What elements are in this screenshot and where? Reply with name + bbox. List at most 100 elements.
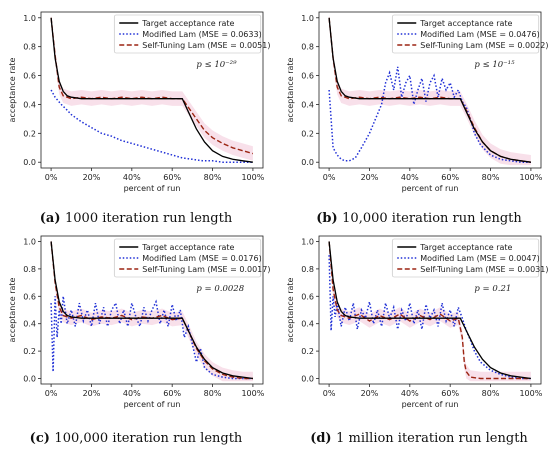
legend-modified-lam-label: Modified Lam (MSE = 0.0476) [420,30,539,39]
panel-caption-text: 1 million iteration run length [336,431,528,446]
y-tick-label: 0.2 [23,347,36,356]
y-tick-label: 0.0 [301,375,314,384]
legend-target-label: Target acceptance rate [141,243,234,252]
chart-panel-2: 0.0 0.2 0.4 0.6 0.8 1.0 0% 20% 40% 60% 80% 100% perc… [286,11,548,226]
y-tick-label: 0.0 [23,375,36,384]
y-tick-label: 0.0 [23,158,36,167]
chart-panel-3: 0.0 0.2 0.4 0.6 0.8 1.0 0% 20% 40% 60% 80% 100% perc… [8,235,270,446]
x-tick-label: 60% [163,173,181,182]
p-value-annotation: p = 0.0028 [196,284,244,294]
p-value-annotation: p = 0.21 [474,284,511,294]
series-selftuning-lam-line [328,241,531,380]
x-tick-label: 100% [519,389,542,398]
x-tick-label: 20% [361,389,379,398]
y-tick-label: 0.8 [23,43,36,52]
y-tick-label: 0.8 [301,43,314,52]
y-tick-label: 0.2 [301,129,314,138]
x-tick-label: 20% [83,173,101,182]
legend-modified-lam-label: Modified Lam (MSE = 0.0633) [142,30,261,39]
x-tick-label: 20% [361,173,379,182]
x-tick-label: 0% [323,389,336,398]
x-tick-label: 0% [323,173,336,182]
legend-selftuning-lam-label: Self-Tuning Lam (MSE = 0.0031) [420,265,548,274]
panel-caption-text: 100,000 iteration run length [54,431,243,446]
series-modified-lam-line [50,296,253,380]
panel-caption-label: (c) [30,431,55,446]
y-tick-label: 0.2 [23,129,36,138]
series-selftuning-lam-line [50,241,253,380]
y-tick-label: 1.0 [301,237,314,246]
x-tick-label: 100% [241,389,264,398]
y-tick-label: 0.6 [301,292,314,301]
x-axis-label: percent of run [124,184,181,193]
legend: Target acceptance rate Modified Lam (MSE … [391,14,548,54]
p-value-annotation: p ≤ 10⁻²⁹ [196,60,237,70]
x-tick-label: 80% [482,173,500,182]
y-tick-label: 0.4 [301,100,314,109]
x-tick-label: 80% [204,389,222,398]
legend-box [113,14,262,54]
legend-target-label: Target acceptance rate [141,19,234,28]
series-target-line [328,241,531,380]
legend-box [113,238,262,278]
legend: Target acceptance rate Modified Lam (MSE … [113,14,270,54]
panel-caption: (c) 100,000 iteration run length [30,431,243,446]
legend-modified-lam-label: Modified Lam (MSE = 0.0047) [420,254,539,263]
x-axis-label: percent of run [402,184,459,193]
selftuning-band [51,14,253,161]
y-tick-label: 1.0 [301,14,314,23]
x-tick-label: 40% [123,173,141,182]
plot-area [50,14,254,163]
x-tick-label: 40% [123,389,141,398]
series-modified-lam-line [50,89,253,163]
series-selftuning-lam-line [328,17,531,163]
plot-area [328,14,531,166]
y-tick-label: 0.4 [23,100,36,109]
chart-panel-1: 0.0 0.2 0.4 0.6 0.8 1.0 0% 20% 40% 60% 80% 100% perc… [8,11,270,226]
y-tick-label: 0.4 [301,320,314,329]
panel-caption-label: (a) [40,211,65,226]
series-target-line [50,241,253,380]
x-tick-label: 0% [45,173,58,182]
panel-caption-label: (d) [310,431,336,446]
legend-target-label: Target acceptance rate [419,243,512,252]
panel-caption-text: 1000 iteration run length [65,211,233,226]
legend-selftuning-lam-label: Self-Tuning Lam (MSE = 0.0022) [420,41,548,50]
x-tick-label: 100% [519,173,542,182]
legend-box [391,14,540,54]
y-tick-label: 1.0 [23,14,36,23]
p-value-annotation: p ≤ 10⁻¹⁵ [474,60,515,70]
y-tick-label: 0.6 [23,72,36,81]
y-axis-label: acceptance rate [286,57,295,122]
series-target-line [328,17,531,163]
panel-caption-text: 10,000 iteration run length [342,211,522,226]
y-tick-label: 0.2 [301,347,314,356]
x-tick-label: 60% [441,173,459,182]
panel-caption: (b) 10,000 iteration run length [316,211,522,226]
x-tick-label: 100% [241,173,264,182]
legend: Target acceptance rate Modified Lam (MSE … [391,238,548,278]
panel-caption-label: (b) [316,211,342,226]
y-tick-label: 0.6 [23,292,36,301]
y-tick-label: 1.0 [23,237,36,246]
x-tick-label: 80% [482,389,500,398]
legend-selftuning-lam-label: Self-Tuning Lam (MSE = 0.0017) [142,265,270,274]
x-tick-label: 0% [45,389,58,398]
x-tick-label: 80% [204,173,222,182]
legend-box [391,238,540,278]
x-axis-label: percent of run [124,400,181,409]
legend-target-label: Target acceptance rate [419,19,512,28]
x-tick-label: 60% [441,389,459,398]
x-tick-label: 60% [163,389,181,398]
legend-modified-lam-label: Modified Lam (MSE = 0.0176) [142,254,261,263]
y-tick-label: 0.8 [23,265,36,274]
y-tick-label: 0.6 [301,72,314,81]
y-tick-label: 0.4 [23,320,36,329]
legend: Target acceptance rate Modified Lam (MSE … [113,238,270,278]
x-axis-label: percent of run [402,400,459,409]
series-target-line [50,17,253,163]
x-tick-label: 40% [401,389,419,398]
legend-selftuning-lam-label: Self-Tuning Lam (MSE = 0.0051) [142,41,270,50]
y-tick-label: 0.0 [301,158,314,167]
